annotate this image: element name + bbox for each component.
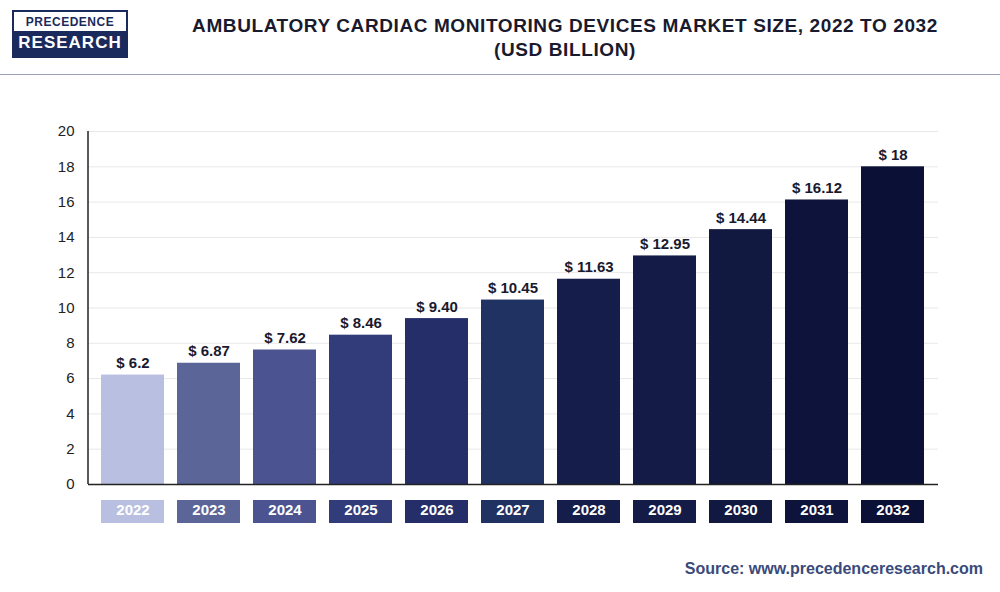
svg-text:2024: 2024	[268, 501, 302, 518]
svg-text:$ 16.12: $ 16.12	[792, 179, 842, 196]
svg-text:2025: 2025	[344, 501, 377, 518]
html-text:PRECEDENCE: PRECEDENCE	[25, 15, 115, 29]
svg-text:18: 18	[58, 158, 75, 175]
html-text:RESEARCH: RESEARCH	[18, 33, 122, 52]
svg-text:$ 6.87: $ 6.87	[188, 342, 230, 359]
svg-text:0: 0	[66, 475, 74, 492]
svg-text:$ 11.63: $ 11.63	[564, 258, 613, 275]
svg-text:$ 9.40: $ 9.40	[416, 298, 458, 315]
svg-text:$ 14.44: $ 14.44	[716, 209, 767, 226]
svg-text:20: 20	[58, 122, 75, 139]
svg-text:2029: 2029	[648, 501, 681, 518]
svg-text:2023: 2023	[192, 501, 225, 518]
svg-text:2: 2	[66, 440, 74, 457]
svg-text:4: 4	[66, 405, 74, 422]
svg-text:10: 10	[58, 299, 75, 316]
svg-text:14: 14	[58, 228, 75, 245]
svg-text:2022: 2022	[116, 501, 149, 518]
svg-text:6: 6	[66, 369, 74, 386]
svg-text:2031: 2031	[800, 501, 833, 518]
svg-text:$ 8.46: $ 8.46	[340, 314, 382, 331]
html-text:Source: www.precedenceresearch: Source: www.precedenceresearch.com	[684, 560, 983, 577]
svg-text:$ 10.45: $ 10.45	[488, 279, 538, 296]
svg-text:16: 16	[58, 193, 75, 210]
svg-text:$ 6.2: $ 6.2	[116, 354, 149, 371]
svg-text:2027: 2027	[496, 501, 529, 518]
html-text:(USD BILLION): (USD BILLION)	[494, 39, 636, 60]
svg-text:$ 18: $ 18	[878, 146, 907, 163]
svg-text:$ 12.95: $ 12.95	[640, 235, 690, 252]
svg-text:12: 12	[58, 264, 75, 281]
svg-text:2030: 2030	[724, 501, 757, 518]
svg-text:2026: 2026	[420, 501, 453, 518]
html-text:AMBULATORY CARDIAC MONITORING: AMBULATORY CARDIAC MONITORING DEVICES MA…	[192, 15, 938, 36]
svg-text:2032: 2032	[876, 501, 909, 518]
svg-text:$ 7.62: $ 7.62	[264, 329, 306, 346]
svg-text:2028: 2028	[572, 501, 605, 518]
svg-text:8: 8	[66, 334, 74, 351]
